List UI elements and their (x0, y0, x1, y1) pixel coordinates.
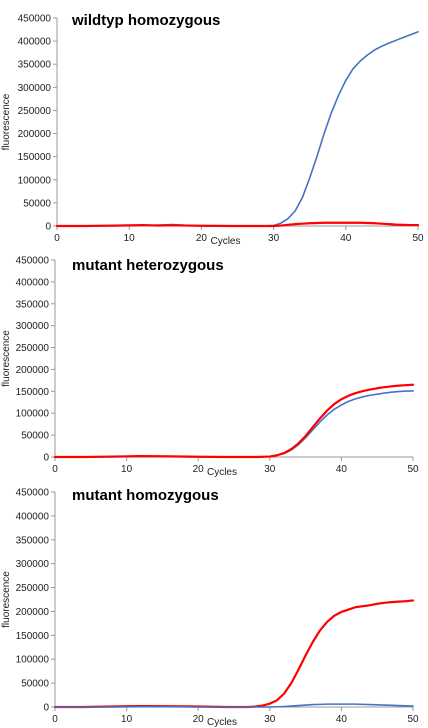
chart-panel-2: 0 50000 100000 150000 200000 250000 300000 3500… (1, 256, 419, 479)
y-tick-label: 450000 (16, 256, 50, 267)
x-tick-label: 20 (193, 714, 205, 725)
y-axis-label: fluorescence (1, 330, 12, 387)
chart-panel-3: 0 50000 100000 150000 200000 250000 300000 3500… (1, 487, 419, 728)
x-tick-label: 30 (264, 464, 276, 475)
y-tick-label: 150000 (18, 152, 52, 163)
y-tick-label: 250000 (18, 106, 52, 117)
y-tick-label: 450000 (18, 14, 52, 25)
y-tick-label: 200000 (18, 129, 52, 140)
x-tick-label: 10 (124, 233, 136, 244)
x-tick-label: 50 (407, 714, 419, 725)
x-tick-label: 0 (52, 464, 58, 475)
y-tick-label: 350000 (18, 60, 52, 71)
series-line-1 (53, 599, 415, 709)
y-tick-label: 150000 (16, 387, 50, 398)
y-tick-label: 150000 (16, 631, 50, 642)
x-tick-label: 20 (193, 464, 205, 475)
series-line-2 (54, 703, 414, 708)
y-tick-label: 50000 (21, 431, 49, 442)
x-tick-label: 50 (407, 464, 419, 475)
series-line-1 (56, 31, 419, 227)
x-tick-label: 30 (264, 714, 276, 725)
x-tick-label: 10 (121, 464, 133, 475)
chart-title: mutant homozygous (72, 487, 219, 504)
y-tick-label: 350000 (16, 535, 50, 546)
y-tick-label: 400000 (18, 37, 52, 48)
x-tick-label: 0 (54, 233, 60, 244)
y-tick-label: 200000 (16, 365, 50, 376)
y-tick-label: 300000 (16, 559, 50, 570)
x-tick-label: 20 (196, 233, 208, 244)
series-line-2 (55, 221, 420, 228)
y-tick-label: 200000 (16, 607, 50, 618)
y-tick-label: 0 (45, 222, 51, 233)
y-axis-label: fluorescence (1, 93, 12, 150)
y-tick-label: 0 (43, 703, 49, 714)
x-tick-label: 40 (336, 464, 348, 475)
y-tick-label: 250000 (16, 343, 50, 354)
chart-title: mutant heterozygous (72, 257, 224, 274)
y-tick-label: 300000 (18, 83, 52, 94)
y-tick-label: 350000 (16, 299, 50, 310)
y-axis-label: fluorescence (1, 571, 12, 628)
x-axis-label: Cycles (210, 236, 240, 247)
y-tick-label: 100000 (18, 175, 52, 186)
y-tick-label: 50000 (23, 198, 51, 209)
x-tick-label: 40 (340, 233, 352, 244)
y-tick-label: 50000 (21, 679, 49, 690)
x-tick-label: 50 (412, 233, 424, 244)
series-line-1 (54, 390, 414, 458)
x-tick-label: 0 (52, 714, 58, 725)
y-tick-label: 450000 (16, 488, 50, 499)
x-axis-label: Cycles (207, 717, 237, 728)
y-tick-label: 400000 (16, 511, 50, 522)
chart-title: wildtyp homozygous (71, 12, 220, 29)
x-tick-label: 40 (336, 714, 348, 725)
y-tick-label: 300000 (16, 321, 50, 332)
x-tick-label: 30 (268, 233, 280, 244)
chart-panel-1: 0 50000 100000 150000 200000 250000 300000 3500… (1, 12, 424, 247)
series-line-2 (53, 383, 415, 459)
x-axis-label: Cycles (207, 467, 237, 478)
y-tick-label: 100000 (16, 409, 50, 420)
x-tick-label: 10 (121, 714, 133, 725)
y-tick-label: 0 (43, 453, 49, 464)
y-tick-label: 400000 (16, 277, 50, 288)
y-tick-label: 250000 (16, 583, 50, 594)
y-tick-label: 100000 (16, 655, 50, 666)
